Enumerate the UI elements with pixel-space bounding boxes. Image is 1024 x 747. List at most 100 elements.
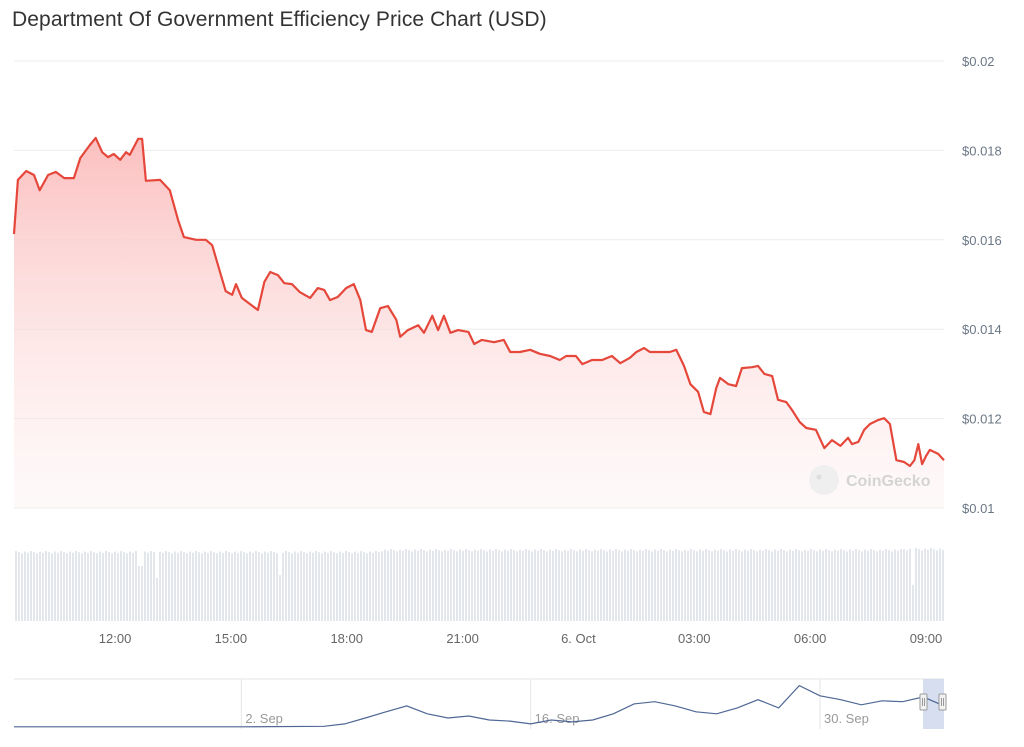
volume-bar xyxy=(117,552,119,621)
volume-bar xyxy=(273,552,275,621)
volume-bar xyxy=(483,550,485,621)
y-axis: $0.02 $0.018 $0.016 $0.014 $0.012 $0.01 xyxy=(962,54,1002,516)
volume-bar xyxy=(534,549,536,621)
volume-bar xyxy=(765,549,767,621)
volume-bar xyxy=(873,550,875,621)
volume-bar xyxy=(558,550,560,621)
volume-bar xyxy=(552,550,554,621)
volume-bar xyxy=(756,551,758,621)
volume-bar xyxy=(294,551,296,621)
volume-bar xyxy=(276,553,278,621)
volume-bar xyxy=(309,551,311,621)
volume-bar xyxy=(141,566,143,621)
volume-bar xyxy=(123,552,125,621)
volume-bar xyxy=(144,551,146,621)
volume-bar xyxy=(618,550,620,621)
volume-bar xyxy=(33,552,35,621)
volume-bar xyxy=(837,550,839,621)
x-axis: 12:00 15:00 18:00 21:00 6. Oct 03:00 06:00 09:0… xyxy=(99,631,942,646)
volume-bar xyxy=(606,551,608,621)
volume-bar xyxy=(405,549,407,621)
volume-bar xyxy=(183,552,185,621)
y-tick-label: $0.01 xyxy=(962,501,995,516)
volume-bar xyxy=(75,551,77,621)
volume-bar xyxy=(432,550,434,621)
volume-bar xyxy=(915,548,917,621)
volume-bar xyxy=(369,551,371,621)
volume-bar xyxy=(621,551,623,621)
volume-bar xyxy=(459,549,461,621)
volume-bar xyxy=(735,549,737,621)
volume-bar xyxy=(165,551,167,621)
navigator-handle[interactable] xyxy=(938,693,947,711)
volume-bar xyxy=(339,551,341,621)
volume-bar xyxy=(240,551,242,621)
volume-bar xyxy=(639,549,641,621)
volume-bar xyxy=(537,550,539,621)
volume-bar xyxy=(504,549,506,621)
navigator[interactable]: 2. Sep 16. Sep 30. Sep xyxy=(14,678,947,729)
volume-bar xyxy=(315,551,317,621)
y-tick-label: $0.018 xyxy=(962,143,1002,158)
volume-bar xyxy=(36,553,38,621)
volume-bar xyxy=(600,549,602,621)
volume-bar xyxy=(888,550,890,621)
volume-bar xyxy=(780,549,782,621)
volume-bar xyxy=(168,552,170,621)
volume-bar xyxy=(672,550,674,621)
volume-bar xyxy=(939,548,941,621)
volume-bar xyxy=(288,552,290,621)
volume-bar xyxy=(96,553,98,621)
volume-bar xyxy=(438,550,440,621)
volume-bar xyxy=(768,550,770,621)
volume-bar xyxy=(933,549,935,621)
volume-bar xyxy=(882,550,884,621)
navigator-handle[interactable] xyxy=(919,693,928,711)
volume-bar xyxy=(303,552,305,621)
volume-bar xyxy=(267,552,269,621)
volume-bar xyxy=(840,549,842,621)
volume-bar xyxy=(912,585,914,621)
volume-bar xyxy=(531,551,533,621)
volume-bar xyxy=(492,550,494,621)
volume-bar xyxy=(942,549,944,621)
volume-bar xyxy=(210,551,212,621)
volume-bar xyxy=(624,549,626,621)
volume-bar xyxy=(93,552,95,621)
x-tick-label: 12:00 xyxy=(99,631,132,646)
volume-bar xyxy=(60,551,62,621)
volume-bar xyxy=(255,551,257,621)
volume-bar xyxy=(858,550,860,621)
volume-bar xyxy=(540,549,542,621)
volume-bar xyxy=(381,551,383,621)
volume-bar xyxy=(21,553,23,621)
volume-bar xyxy=(732,550,734,621)
volume-bar xyxy=(411,551,413,621)
volume-bar xyxy=(54,551,56,621)
volume-bar xyxy=(285,551,287,621)
volume-bar xyxy=(102,552,104,621)
volume-bar xyxy=(207,552,209,621)
volume-bar xyxy=(795,549,797,621)
volume-bar xyxy=(519,549,521,621)
volume-bar xyxy=(360,551,362,621)
volume-bar xyxy=(198,552,200,621)
volume-bar xyxy=(714,549,716,621)
volume-bar xyxy=(696,551,698,621)
volume-bar xyxy=(201,553,203,621)
volume-bar xyxy=(666,551,668,621)
volume-bar xyxy=(903,549,905,621)
volume-bar xyxy=(771,551,773,621)
volume-bar xyxy=(213,552,215,621)
volume-bar xyxy=(828,550,830,621)
volume-bar xyxy=(246,553,248,621)
volume-bar xyxy=(918,549,920,621)
volume-bar xyxy=(549,549,551,621)
volume-bar xyxy=(327,552,329,621)
volume-bar xyxy=(585,549,587,621)
volume-bar xyxy=(171,553,173,621)
coingecko-watermark: CoinGecko xyxy=(809,465,931,495)
volume-bar xyxy=(669,549,671,621)
y-tick-label: $0.016 xyxy=(962,233,1002,248)
volume-bar xyxy=(390,549,392,621)
